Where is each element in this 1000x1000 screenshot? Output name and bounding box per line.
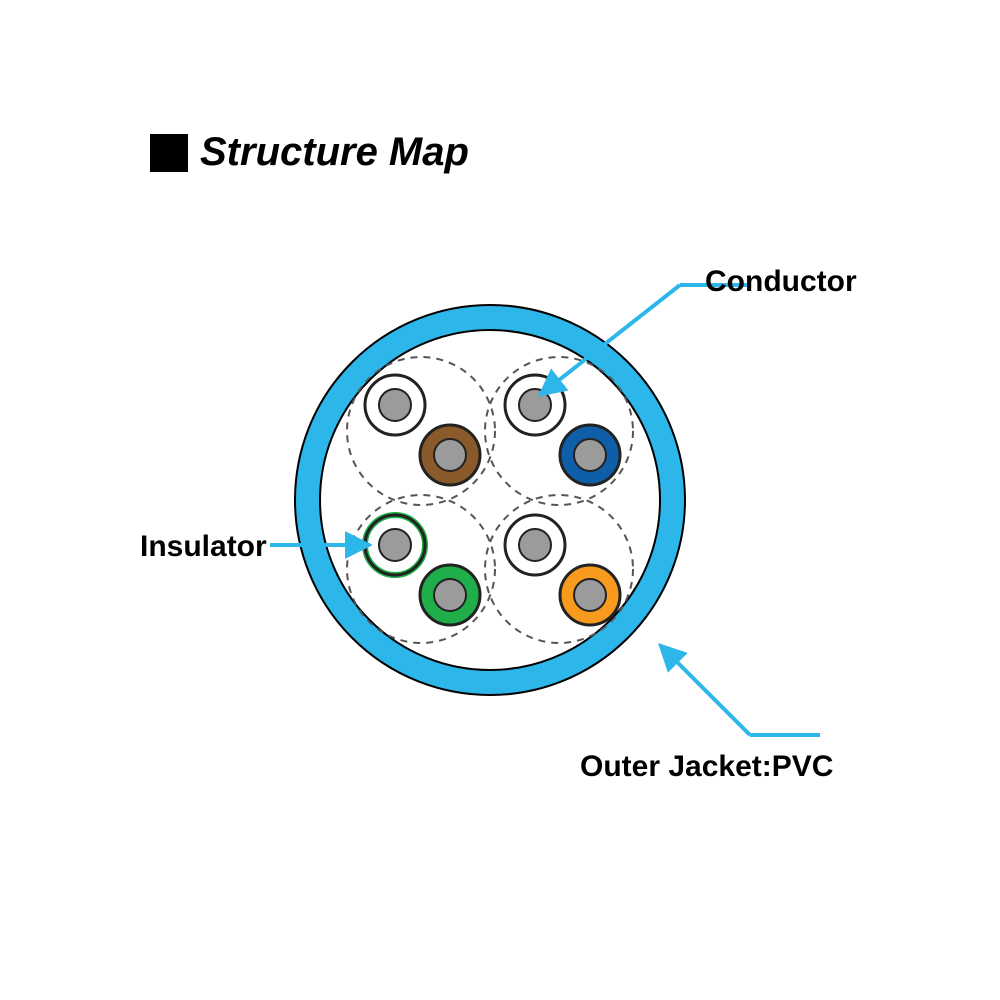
label-insulator: Insulator <box>140 530 267 564</box>
wire-conductor <box>379 529 411 561</box>
diagram-stage: { "title": { "text": "Structure Map", "x… <box>0 0 1000 1000</box>
wire-conductor <box>434 439 466 471</box>
cable-cross-section-diagram <box>0 0 1000 1000</box>
wire-conductor <box>379 389 411 421</box>
wire-conductor <box>574 579 606 611</box>
wire-conductor <box>519 389 551 421</box>
wire-conductor <box>574 439 606 471</box>
wire-conductor <box>434 579 466 611</box>
wire-conductor <box>519 529 551 561</box>
label-outer: Outer Jacket:PVC <box>580 750 833 784</box>
leader-outer-arrow <box>660 645 750 735</box>
label-conductor: Conductor <box>705 265 857 299</box>
